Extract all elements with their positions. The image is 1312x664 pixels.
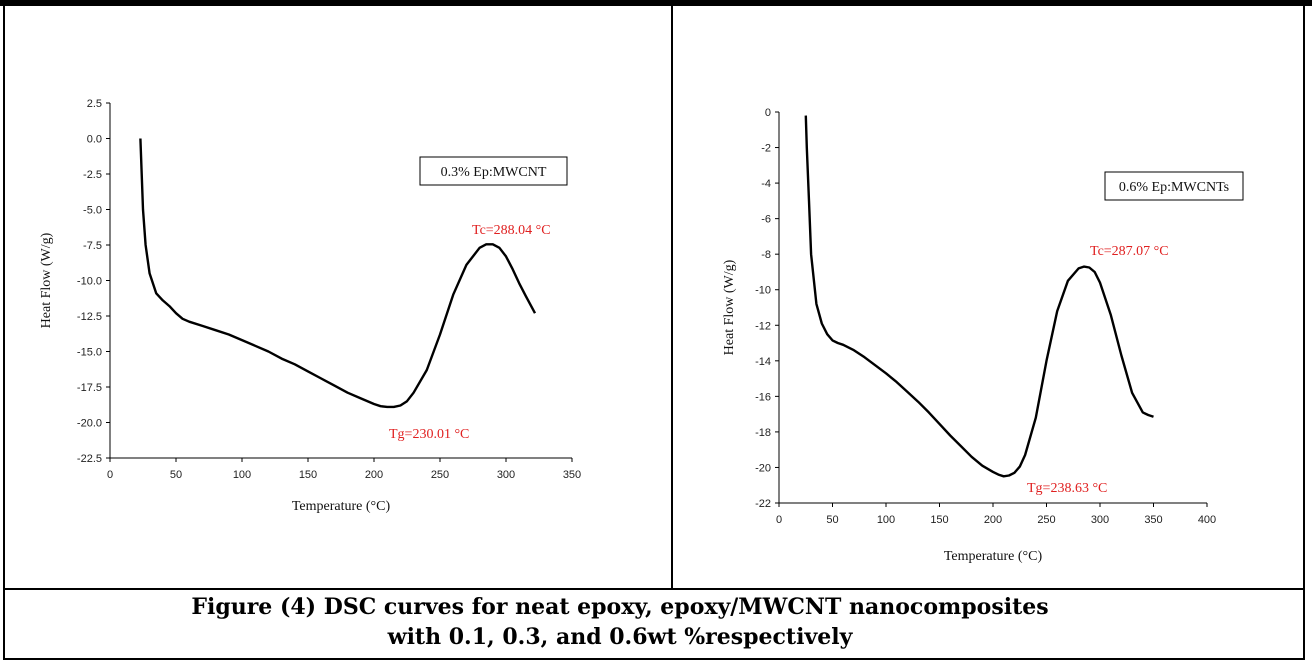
x-tick-label: 100 [877, 514, 895, 526]
dsc-curve [804, 115, 1154, 478]
y-tick-label: -4 [761, 178, 771, 190]
x-tick-label: 350 [1144, 514, 1162, 526]
x-tick-label: 250 [431, 469, 449, 481]
y-tick-label: -2 [761, 143, 771, 155]
y-tick-label: -17.5 [77, 382, 102, 394]
y-tick-label: -22 [755, 498, 771, 510]
y-tick-label: -15.0 [77, 347, 102, 359]
tc-annotation: Tc=287.07 °C [1090, 244, 1169, 259]
y-tick-label: -8 [761, 249, 771, 261]
y-tick-label: -18 [755, 427, 771, 439]
cell-divider [671, 6, 673, 588]
x-tick-label: 50 [170, 469, 182, 481]
x-tick-label: 300 [497, 469, 515, 481]
y-axis-title: Heat Flow (W/g) [722, 259, 737, 355]
y-tick-label: 0.0 [87, 134, 102, 146]
x-tick-label: 50 [826, 514, 838, 526]
dsc-curve [139, 138, 537, 409]
y-tick-label: -20 [755, 462, 771, 474]
row-divider [3, 588, 1305, 590]
tg-annotation: Tg=238.63 °C [1027, 481, 1107, 496]
figure-caption: Figure (4) DSC curves for neat epoxy, ep… [5, 592, 1235, 652]
top-rule [0, 0, 1312, 6]
tg-annotation: Tg=230.01 °C [389, 427, 469, 442]
y-tick-label: -20.0 [77, 418, 102, 430]
dsc-chart-0.6-percent: 0 -2 -4 -6 -8 -10 -12 -14 -16 -18 -20 -22 0 50 100 150 2… [722, 107, 1244, 564]
legend-box [419, 156, 568, 186]
y-tick-label: -2.5 [83, 169, 102, 181]
x-tick-label: 300 [1091, 514, 1109, 526]
x-tick-label: 200 [365, 469, 383, 481]
x-tick-label: 150 [930, 514, 948, 526]
y-tick-label: -10 [755, 285, 771, 297]
caption-line-1: Figure (4) DSC curves for neat epoxy, ep… [191, 594, 1049, 620]
caption-line-2: with 0.1, 0.3, and 0.6wt %respectively [387, 624, 853, 650]
x-tick-label: 400 [1198, 514, 1216, 526]
y-tick-label: -16 [755, 391, 771, 403]
dsc-chart-0.3-percent: 2.5 0.0 -2.5 -5.0 -7.5 -10.0 -12.5 -15.0 -17.5 -2… [39, 98, 581, 514]
x-axis-title: Temperature (°C) [292, 499, 391, 514]
x-tick-label: 150 [299, 469, 317, 481]
x-tick-label: 0 [107, 469, 113, 481]
y-tick-label: 2.5 [87, 98, 102, 110]
y-tick-label: -22.5 [77, 453, 102, 465]
x-tick-label: 350 [563, 469, 581, 481]
x-tick-label: 100 [233, 469, 251, 481]
y-tick-label: -14 [755, 356, 771, 368]
x-axis-title: Temperature (°C) [944, 549, 1043, 564]
legend-label: 0.6% Ep:MWCNTs [1119, 180, 1229, 195]
y-tick-label: -5.0 [83, 205, 102, 217]
y-axis-title: Heat Flow (W/g) [39, 232, 54, 328]
y-tick-label: 0 [765, 107, 771, 119]
y-tick-label: -7.5 [83, 240, 102, 252]
y-tick-label: -10.0 [77, 276, 102, 288]
x-tick-label: 0 [776, 514, 782, 526]
figure-table [3, 6, 1305, 660]
x-tick-label: 200 [984, 514, 1002, 526]
x-tick-label: 250 [1037, 514, 1055, 526]
y-tick-label: -12.5 [77, 311, 102, 323]
y-tick-label: -12 [755, 320, 771, 332]
legend-label: 0.3% Ep:MWCNT [441, 165, 547, 180]
y-tick-label: -6 [761, 214, 771, 226]
legend-box [1104, 171, 1244, 201]
tc-annotation: Tc=288.04 °C [472, 223, 551, 238]
